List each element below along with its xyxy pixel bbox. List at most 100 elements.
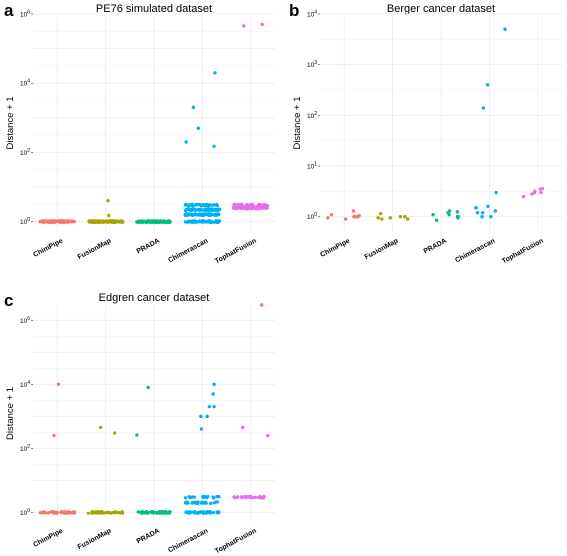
data-point: [244, 204, 248, 208]
data-point: [388, 216, 392, 220]
x-category-label: FusionMap: [77, 528, 113, 552]
data-point: [208, 207, 212, 211]
data-point: [199, 427, 204, 431]
data-point: [165, 510, 169, 515]
data-point: [184, 140, 188, 144]
data-point: [50, 510, 54, 514]
data-point: [146, 220, 150, 224]
data-point: [530, 192, 534, 196]
data-point: [117, 510, 121, 515]
data-point: [236, 495, 240, 499]
data-point: [206, 203, 210, 208]
data-point: [187, 204, 191, 208]
x-category-label: TophatFusion: [214, 528, 258, 556]
data-point: [212, 382, 216, 387]
x-category-label: Chimerascan: [167, 238, 209, 265]
data-point: [97, 511, 101, 515]
y-axis-label: Distance + 1: [292, 96, 303, 149]
x-category-label: FusionMap: [77, 238, 113, 262]
data-point: [208, 510, 212, 514]
data-point: [203, 500, 208, 504]
data-point: [248, 203, 252, 207]
data-point: [193, 500, 198, 504]
data-point: [38, 220, 42, 224]
data-point: [380, 217, 384, 221]
data-point: [202, 510, 207, 514]
x-category-label: PRADA: [136, 238, 161, 256]
data-point: [188, 213, 192, 217]
data-point: [62, 510, 66, 514]
data-point: [211, 495, 215, 499]
data-point: [108, 510, 112, 515]
data-point: [205, 414, 209, 419]
data-point: [196, 126, 200, 130]
panel-letter: a: [4, 1, 14, 20]
data-point: [232, 495, 236, 499]
data-point: [246, 495, 250, 499]
y-tick-label: 103: [307, 60, 317, 69]
data-point: [480, 211, 485, 215]
data-point: [210, 203, 215, 207]
x-category-label: PRADA: [136, 528, 161, 546]
data-point: [202, 213, 206, 217]
data-point: [431, 212, 435, 217]
data-point: [190, 207, 194, 211]
data-point: [195, 220, 200, 224]
data-point: [259, 204, 263, 208]
data-point: [212, 404, 216, 409]
data-point: [185, 213, 190, 218]
data-point: [206, 212, 210, 216]
data-point: [486, 204, 490, 209]
panel-a: a PE76 simulated dataset 100 102 104 106 Dista…: [4, 1, 275, 265]
data-point: [212, 213, 216, 217]
y-tick-label: 104: [20, 79, 30, 88]
data-point: [329, 212, 334, 217]
data-point: [398, 215, 403, 219]
data-point: [474, 206, 478, 210]
y-tick-label: 100: [20, 217, 30, 226]
data-point: [261, 203, 266, 207]
data-point: [52, 433, 56, 438]
data-point: [485, 83, 490, 87]
data-point: [532, 190, 537, 195]
data-point: [46, 220, 50, 224]
data-point: [214, 203, 219, 207]
data-point: [72, 510, 77, 514]
data-point: [343, 217, 348, 221]
data-point: [151, 510, 155, 514]
data-point: [406, 217, 410, 221]
data-point: [191, 220, 195, 224]
data-point: [118, 220, 123, 224]
data-point: [211, 511, 216, 515]
panel-c: c Edgren cancer dataset 100 102 104 106 Distan…: [4, 291, 275, 555]
data-point: [105, 511, 109, 515]
data-point: [162, 511, 166, 515]
data-point: [105, 219, 109, 224]
y-tick-label: 102: [20, 148, 30, 157]
y-tick-label: 100: [20, 508, 30, 517]
data-point: [266, 433, 270, 438]
data-point: [212, 501, 216, 505]
data-point: [66, 510, 71, 514]
panel-letter: b: [289, 1, 299, 20]
data-point: [539, 190, 543, 195]
data-point: [403, 215, 407, 219]
data-point: [70, 220, 74, 224]
data-point: [215, 500, 220, 504]
y-tick-label: 106: [20, 10, 30, 19]
data-point: [233, 202, 237, 207]
data-point: [493, 209, 497, 213]
y-tick-label: 104: [20, 380, 30, 389]
data-point: [209, 501, 213, 505]
panel-title: Berger cancer dataset: [387, 3, 495, 15]
data-point: [239, 203, 243, 207]
data-point: [190, 501, 194, 505]
data-point: [194, 203, 199, 207]
x-category-label: ChimPipe: [319, 238, 351, 259]
data-point: [113, 431, 117, 435]
data-point: [157, 219, 161, 223]
y-axis-label: Distance + 1: [5, 96, 16, 149]
data-point: [111, 220, 116, 225]
data-point: [378, 211, 383, 216]
